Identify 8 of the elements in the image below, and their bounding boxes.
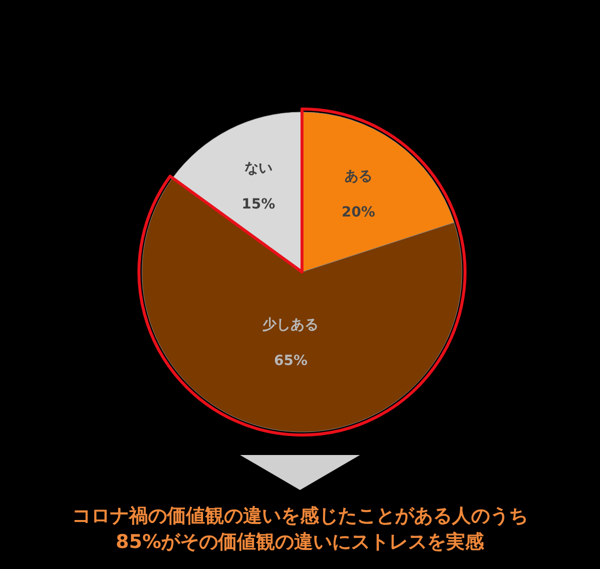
data-label: 15%: [242, 196, 276, 212]
data-label: 20%: [342, 204, 376, 220]
text: 85%がその価値観の違いにストレスを実感: [116, 531, 486, 553]
data-label: 65%: [274, 353, 308, 370]
slice-label: 少しある: [262, 317, 319, 334]
slice-label: ある: [344, 168, 372, 184]
slice-label: ない: [244, 160, 272, 176]
text: コロナ禍の価値観の違いを感じたことがある人のうち: [72, 505, 528, 527]
